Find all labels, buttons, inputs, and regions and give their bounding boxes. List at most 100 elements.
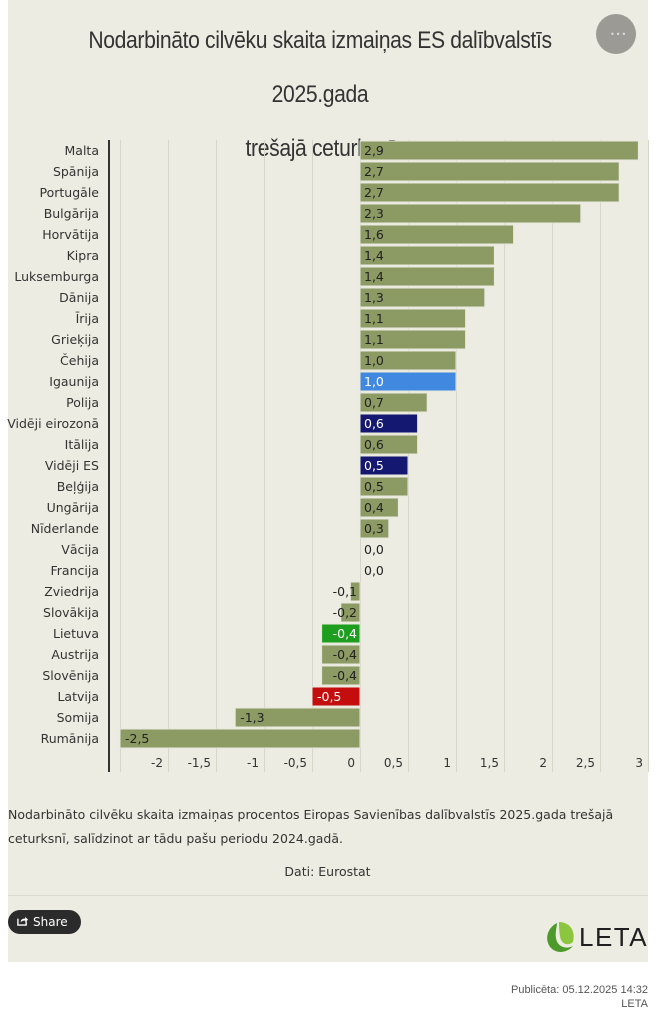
category-label: Spānija — [53, 164, 99, 179]
chart-title-line-1: Nodarbināto cilvēku skaita izmaiņas ES d… — [88, 27, 552, 108]
x-tick-label: 0,5 — [384, 756, 403, 770]
category-label: Lietuva — [53, 626, 99, 641]
bar[interactable] — [359, 266, 495, 287]
value-label: -2,5 — [125, 731, 149, 746]
category-label: Austrija — [51, 647, 99, 662]
value-label: -1,3 — [240, 710, 264, 725]
share-button[interactable]: Share — [8, 910, 81, 934]
value-label: -0,2 — [333, 605, 357, 620]
value-label: 2,7 — [364, 185, 384, 200]
value-label: 1,1 — [364, 311, 384, 326]
publisher-name: LETA — [621, 998, 648, 1010]
x-tick-label: 1 — [443, 756, 451, 770]
value-label: 1,4 — [364, 248, 384, 263]
bar[interactable] — [321, 623, 361, 644]
bar[interactable] — [340, 602, 361, 623]
x-tick-label: -2 — [151, 756, 163, 770]
x-tick-label: 1,5 — [480, 756, 499, 770]
x-tick-label: 2 — [539, 756, 547, 770]
value-label: 0,5 — [364, 458, 384, 473]
value-label: 1,6 — [364, 227, 384, 242]
category-label: Itālija — [65, 437, 99, 452]
bar[interactable] — [359, 224, 515, 245]
category-label: Nīderlande — [31, 521, 100, 536]
bar[interactable] — [359, 140, 639, 161]
bar[interactable] — [359, 497, 399, 518]
value-label: 0,7 — [364, 395, 384, 410]
more-dots-icon: ••• — [610, 30, 628, 39]
x-tick-label: 0 — [347, 756, 355, 770]
value-label: 2,7 — [364, 164, 384, 179]
value-label: 2,9 — [364, 143, 384, 158]
bar[interactable] — [359, 371, 457, 392]
bar[interactable] — [359, 518, 390, 539]
bar[interactable] — [359, 476, 409, 497]
bar[interactable] — [359, 161, 620, 182]
value-label: 0,6 — [364, 437, 384, 452]
x-tick-label: 2,5 — [576, 756, 595, 770]
value-label: 1,1 — [364, 332, 384, 347]
category-label: Ungārija — [47, 500, 99, 515]
leta-leaf-icon — [547, 922, 574, 952]
bar[interactable] — [234, 707, 361, 728]
bar[interactable] — [311, 686, 361, 707]
category-label: Kipra — [67, 248, 99, 263]
value-label: 1,0 — [364, 374, 384, 389]
bar[interactable] — [359, 329, 467, 350]
bar[interactable] — [349, 581, 361, 602]
x-tick-label: -0,5 — [284, 756, 307, 770]
value-label: -0,4 — [333, 668, 357, 683]
bar[interactable] — [321, 644, 361, 665]
category-label: Portugāle — [40, 185, 100, 200]
value-label: -0,1 — [333, 584, 357, 599]
bar[interactable] — [359, 350, 457, 371]
value-label: -0,5 — [317, 689, 341, 704]
bar[interactable] — [359, 245, 495, 266]
category-label: Slovākija — [43, 605, 99, 620]
category-label: Malta — [65, 143, 99, 158]
category-label: Horvātija — [42, 227, 99, 242]
data-source: Dati: Eurostat — [284, 864, 371, 879]
category-label: Grieķija — [51, 332, 99, 347]
value-label: 1,3 — [364, 290, 384, 305]
bar[interactable] — [359, 392, 428, 413]
value-label: 0,5 — [364, 479, 384, 494]
value-label: 1,0 — [364, 353, 384, 368]
category-label: Vidēji ES — [45, 458, 99, 473]
category-label: Rumānija — [41, 731, 99, 746]
bar[interactable] — [359, 434, 419, 455]
category-label: Francija — [51, 563, 99, 578]
bar[interactable] — [359, 308, 467, 329]
category-label: Īrija — [76, 311, 99, 326]
chart-caption: Nodarbināto cilvēku skaita izmaiņas proc… — [8, 807, 614, 846]
bar[interactable] — [119, 728, 361, 749]
bar[interactable] — [359, 182, 620, 203]
value-label: 0,0 — [364, 563, 384, 578]
bar[interactable] — [359, 287, 486, 308]
x-axis-tick-labels: -2 -1,5 -1 -0,5 0 0,5 1 1,5 2 2,5 3 — [151, 756, 643, 770]
publication-info: Publicēta: 05.12.2025 14:32 LETA — [511, 983, 648, 1011]
category-label: Vācija — [61, 542, 99, 557]
bar[interactable] — [359, 203, 582, 224]
x-tick-label: -1 — [247, 756, 259, 770]
category-label: Igaunija — [49, 374, 99, 389]
x-tick-label: -1,5 — [188, 756, 211, 770]
category-label: Luksemburga — [14, 269, 99, 284]
bar[interactable] — [359, 413, 419, 434]
share-icon — [17, 916, 28, 926]
category-label: Polija — [66, 395, 99, 410]
category-label: Čehija — [60, 353, 99, 368]
bar[interactable] — [321, 665, 361, 686]
value-label: 0,3 — [364, 521, 384, 536]
chart-menu-button[interactable]: ••• — [596, 14, 636, 54]
share-label: Share — [33, 915, 68, 929]
leta-logo: LETA — [543, 920, 651, 956]
bar[interactable] — [359, 455, 409, 476]
value-label: 2,3 — [364, 206, 384, 221]
value-label: 0,4 — [364, 500, 384, 515]
value-label: 0,0 — [364, 542, 384, 557]
logo-text: LETA — [579, 922, 649, 952]
value-labels: 2,9 2,7 2,7 2,3 1,6 1,4 1,4 1,3 1,1 1,1 1,0 1,0 0,7 0… — [125, 143, 384, 746]
chart-title: Nodarbināto cilvēku skaita izmaiņas ES d… — [38, 14, 601, 176]
value-label: 0,6 — [364, 416, 384, 431]
